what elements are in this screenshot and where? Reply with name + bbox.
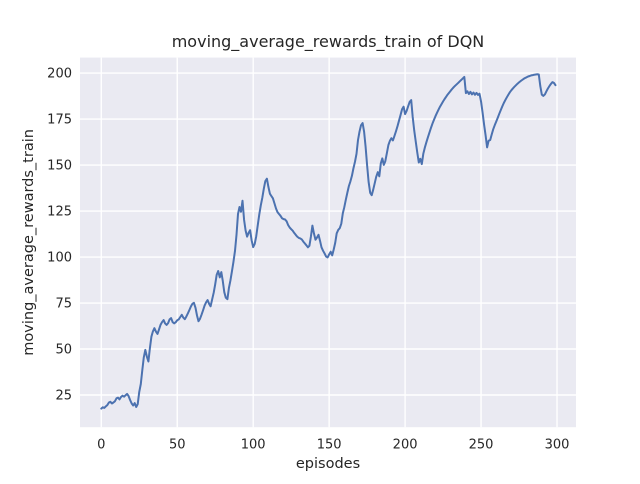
- chart-title: moving_average_rewards_train of DQN: [172, 32, 485, 52]
- y-tick-label: 50: [55, 343, 72, 358]
- x-tick-label: 150: [317, 438, 342, 453]
- y-tick-label: 75: [55, 297, 72, 312]
- y-tick-label: 200: [47, 67, 72, 82]
- y-tick-label: 100: [47, 251, 72, 266]
- x-tick-label: 300: [545, 438, 570, 453]
- x-tick-label: 100: [241, 438, 266, 453]
- x-tick-label: 0: [97, 438, 105, 453]
- x-tick-label: 200: [393, 438, 418, 453]
- x-axis-label: episodes: [296, 456, 360, 472]
- y-tick-label: 150: [47, 159, 72, 174]
- y-tick-labels: 25 50 75 100 125 150 175 200: [47, 67, 72, 404]
- x-tick-labels: 0 50 100 150 200 250 300: [97, 438, 569, 453]
- y-tick-label: 175: [47, 113, 72, 128]
- series-line: [100, 73, 557, 410]
- y-axis-label: moving_average_rewards_train: [21, 129, 37, 356]
- y-tick-label: 25: [55, 389, 72, 404]
- x-tick-label: 250: [469, 438, 494, 453]
- y-tick-label: 125: [47, 205, 72, 220]
- plot-area: [80, 57, 576, 428]
- x-tick-label: 50: [169, 438, 186, 453]
